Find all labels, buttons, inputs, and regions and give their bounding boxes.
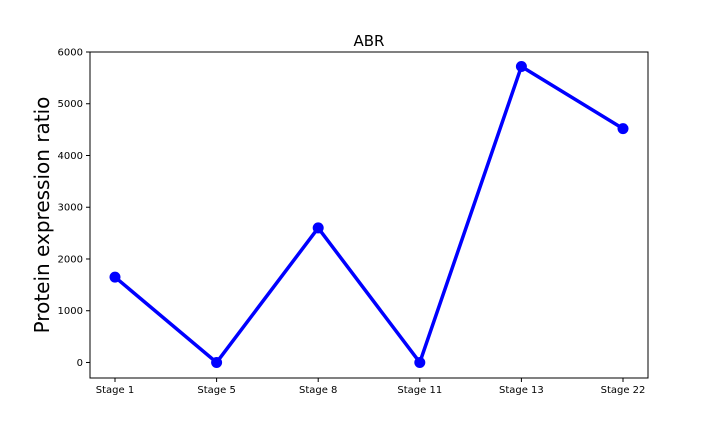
x-axis: Stage 1 Stage 5 Stage 8 Stage 11 Stage 13 Sta…: [96, 378, 646, 396]
data-point: [312, 222, 324, 234]
x-tick-label: Stage 5: [197, 385, 235, 396]
y-tick-label: 3000: [58, 203, 83, 214]
y-tick-label: 5000: [58, 99, 83, 110]
y-axis: 0 1000 2000 3000 4000 5000 6000: [58, 48, 90, 369]
y-tick-label: 0: [77, 358, 83, 369]
y-tick-label: 4000: [58, 151, 83, 162]
data-point: [211, 356, 223, 368]
series-layer: [109, 60, 629, 368]
x-tick-label: Stage 11: [397, 385, 442, 396]
series-line: [113, 63, 624, 367]
data-point: [515, 60, 527, 72]
y-tick-label: 6000: [58, 48, 83, 59]
chart-title: ABR: [354, 32, 385, 50]
data-point: [109, 271, 121, 283]
y-tick-label: 1000: [58, 306, 83, 317]
x-tick-label: Stage 8: [299, 385, 337, 396]
plot-area: [89, 51, 649, 379]
data-point: [617, 123, 629, 135]
y-tick-label: 2000: [58, 254, 83, 265]
y-axis-label: Protein expression ratio: [30, 97, 54, 334]
x-tick-label: Stage 22: [601, 385, 646, 396]
x-tick-label: Stage 1: [96, 385, 134, 396]
data-point: [414, 356, 426, 368]
x-tick-label: Stage 13: [499, 385, 544, 396]
